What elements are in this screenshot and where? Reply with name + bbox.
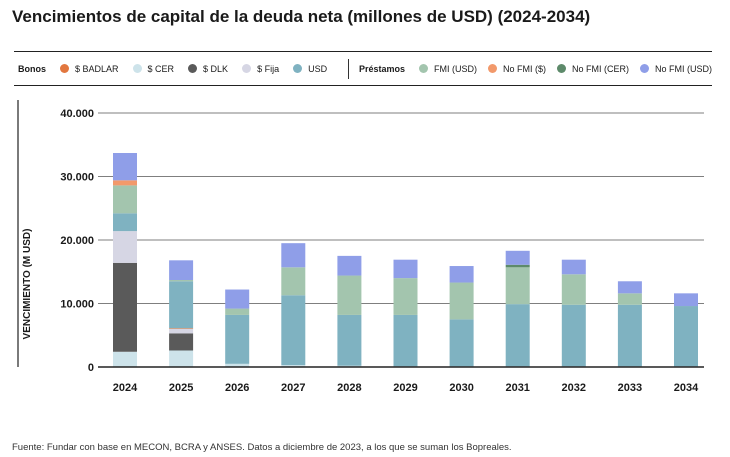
legend-swatch (488, 64, 498, 73)
legend-swatch (640, 64, 650, 73)
y-tick-label: 10.000 (60, 299, 94, 311)
x-tick-label: 2034 (674, 382, 699, 394)
x-tick-label: 2028 (337, 382, 361, 394)
bar-segment-peso-fija-2024 (113, 231, 137, 263)
bar-segment-fmi-usd-2026 (225, 308, 250, 315)
bar-segment-peso-dlk-2024 (113, 262, 137, 352)
source-note: Fuente: Fundar con base en MECON, BCRA y… (12, 442, 512, 453)
legend-item-peso-fija: $ Fija (242, 64, 279, 74)
bar-segment-usd-2025 (169, 281, 194, 329)
bar-segment-fmi-usd-2027 (281, 267, 306, 296)
bars (113, 153, 698, 367)
legend-swatch (293, 64, 303, 73)
bar-segment-fmi-usd-2029 (393, 278, 418, 315)
bar-segment-no-fmi-usd-2025 (169, 260, 194, 281)
x-tick-label: 2024 (113, 382, 138, 394)
x-tick-label: 2031 (505, 382, 529, 394)
bar-segment-peso-cer-2027 (281, 365, 306, 367)
legend-item-fmi-usd: FMI (USD) (419, 64, 477, 74)
legend-label: FMI (USD) (434, 63, 478, 74)
legend-label: $ Fija (257, 63, 280, 74)
legend-group-bonos: Bonos $ BADLAR $ CER $ DLK $ Fija USD (18, 52, 341, 85)
bar-segment-no-fmi-usd-2024 (113, 153, 137, 181)
bar-segment-fmi-usd-2031 (505, 267, 530, 305)
bar-segment-fmi-usd-2032 (561, 274, 586, 305)
legend-label: No FMI (USD) (655, 63, 713, 74)
bar-segment-peso-cer-2026 (225, 363, 250, 367)
y-tick-label: 20.000 (60, 235, 94, 247)
bar-segment-no-fmi-usd-2031 (505, 250, 530, 265)
bar-segment-peso-fija-2025 (169, 328, 194, 334)
bar-segment-no-fmi-usd-2029 (393, 259, 418, 279)
y-tick-label: 30.000 (60, 172, 94, 184)
bar-segment-peso-dlk-2025 (169, 333, 194, 351)
bar-segment-fmi-usd-2025 (169, 280, 194, 282)
y-axis-label: VENCIMIENTO (M USD) (22, 229, 33, 340)
chart-title: Vencimientos de capital de la deuda neta… (12, 7, 591, 26)
bar-segment-usd-2024 (113, 213, 137, 232)
bar-segment-usd-2031 (505, 304, 530, 367)
x-tick-label: 2029 (393, 382, 417, 394)
x-tick-label: 2032 (562, 382, 586, 394)
x-tick-label: 2026 (225, 382, 249, 394)
legend-item-no-fmi-cer: No FMI (CER) (557, 64, 629, 74)
legend-label: $ CER (147, 63, 175, 74)
legend-item-no-fmi-usd: No FMI (USD) (640, 64, 712, 74)
bar-segment-peso-badlar-2025 (169, 328, 194, 329)
bar-segment-peso-cer-2025 (169, 350, 194, 367)
legend-item-peso-badlar: $ BADLAR (60, 64, 119, 74)
bar-segment-no-fmi-usd-2028 (337, 255, 362, 276)
bar-segment-no-fmi-peso-2024 (113, 180, 137, 186)
bar-segment-usd-2029 (393, 314, 418, 367)
legend-item-peso-dlk: $ DLK (188, 64, 228, 74)
legend-swatch (60, 64, 69, 73)
legend-label: $ DLK (203, 63, 229, 74)
bar-segment-usd-2034 (674, 306, 698, 367)
axes: 0 10.000 20.000 30.000 40.000 2024 2025 2026 202… (17, 100, 704, 394)
x-tick-label: 2027 (281, 382, 305, 394)
bar-segment-no-fmi-usd-2033 (617, 281, 642, 294)
bar-segment-no-fmi-usd-2032 (561, 259, 586, 275)
legend-group-title-prestamos: Préstamos (359, 63, 406, 74)
bar-segment-fmi-usd-2030 (449, 282, 474, 320)
bar-segment-no-fmi-usd-2034 (674, 293, 698, 307)
legend-label: No FMI (CER) (572, 63, 630, 74)
bar-segment-no-fmi-cer-2031 (505, 264, 530, 268)
x-tick-label: 2030 (449, 382, 473, 394)
legend-group-title-bonos: Bonos (18, 63, 46, 74)
bar-segment-usd-2026 (225, 314, 250, 364)
legend-swatch (242, 64, 252, 73)
y-tick-label: 0 (88, 362, 94, 374)
bar-segment-no-fmi-usd-2026 (225, 289, 250, 309)
legend-label: $ BADLAR (75, 63, 119, 74)
bar-segment-fmi-usd-2028 (337, 275, 362, 315)
legend-group-prestamos: Préstamos FMI (USD) No FMI ($) No FMI (CER… (359, 52, 723, 85)
x-tick-label: 2025 (169, 382, 193, 394)
bar-segment-usd-2033 (617, 304, 642, 367)
bar-segment-fmi-usd-2033 (617, 293, 642, 305)
legend-swatch (557, 64, 567, 73)
legend-swatch (188, 64, 198, 73)
legend-divider (348, 59, 349, 79)
chart-legend: Bonos $ BADLAR $ CER $ DLK $ Fija USD Présta… (14, 51, 712, 86)
legend-label: No FMI ($) (503, 63, 547, 74)
legend-item-usd: USD (293, 64, 327, 74)
bar-segment-peso-cer-2024 (113, 351, 137, 367)
bar-segment-usd-2032 (561, 304, 586, 367)
legend-item-no-fmi-peso: No FMI ($) (488, 64, 546, 74)
bar-segment-no-fmi-usd-2030 (449, 266, 474, 283)
stacked-bar-chart: 0 10.000 20.000 30.000 40.000 2024 2025 2026 202… (17, 100, 704, 394)
legend-swatch (132, 64, 142, 73)
bar-segment-usd-2030 (449, 319, 474, 367)
bar-segment-no-fmi-usd-2027 (281, 243, 306, 268)
bar-segment-usd-2027 (281, 295, 306, 366)
y-tick-label: 40.000 (60, 108, 94, 120)
legend-label: USD (308, 63, 328, 74)
x-tick-label: 2033 (618, 382, 642, 394)
legend-item-peso-cer: $ CER (132, 63, 175, 74)
legend-swatch (419, 64, 429, 73)
bar-segment-usd-2028 (337, 314, 362, 366)
bar-segment-fmi-usd-2024 (113, 185, 137, 214)
